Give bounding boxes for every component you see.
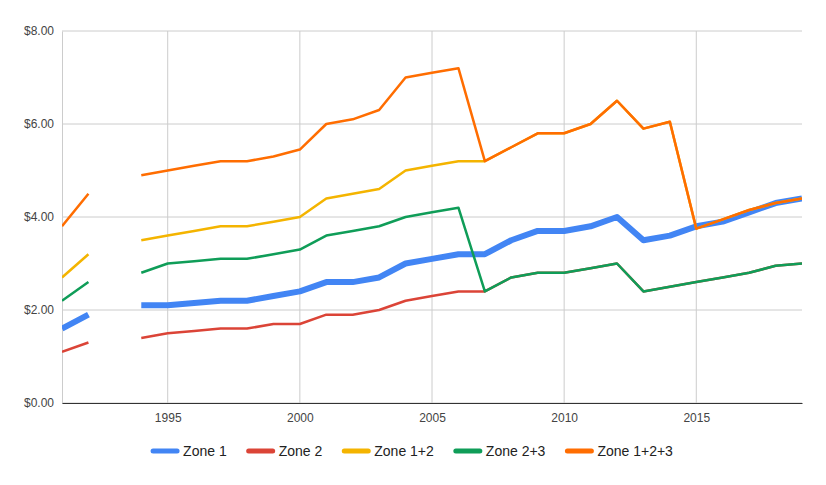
tick: 2010	[551, 403, 578, 425]
chart: $0.00 $2.00 $4.00 $6.00 $8.00 1995 2000 2005 201…	[0, 0, 826, 485]
series-line	[62, 264, 802, 352]
legend-swatch	[567, 449, 591, 454]
legend-label: Zone 1+2	[374, 443, 434, 459]
tick: $4.00	[24, 210, 62, 224]
tick-label: $8.00	[24, 24, 54, 38]
tick: 2015	[683, 403, 710, 425]
legend-swatch	[344, 449, 368, 454]
tick: 2000	[287, 403, 314, 425]
axis-line	[63, 403, 803, 404]
legend-item: Zone 1+2+3	[567, 443, 673, 459]
tick: 1995	[155, 403, 182, 425]
tick-label: $6.00	[24, 117, 54, 131]
legend-item: Zone 2+3	[456, 443, 546, 459]
legend-item: Zone 1+2	[344, 443, 434, 459]
legend-swatch	[249, 449, 273, 454]
legend-swatch	[153, 449, 177, 454]
series-line	[62, 198, 802, 328]
series-line	[62, 101, 802, 278]
legend-label: Zone 1	[183, 443, 227, 459]
tick-label: $2.00	[24, 303, 54, 317]
tick: $2.00	[24, 303, 62, 317]
legend-label: Zone 2	[279, 443, 323, 459]
legend-item: Zone 2	[249, 443, 323, 459]
series-line	[62, 208, 802, 301]
legend-label: Zone 1+2+3	[597, 443, 673, 459]
grid-line	[564, 31, 565, 403]
legend-item: Zone 1	[153, 443, 227, 459]
legend-swatch	[456, 449, 480, 454]
grid-line	[167, 31, 168, 403]
grid	[62, 31, 802, 403]
tick: $8.00	[24, 24, 62, 38]
tick-label: 2010	[551, 411, 578, 425]
tick-label: $4.00	[24, 210, 54, 224]
grid-line	[432, 31, 433, 403]
x-axis: 1995 2000 2005 2010 2015	[63, 403, 803, 425]
plot: $0.00 $2.00 $4.00 $6.00 $8.00 1995 2000 2005 201…	[24, 24, 803, 424]
tick: $0.00	[24, 396, 62, 410]
legend-label: Zone 2+3	[486, 443, 546, 459]
tick-label: 2005	[419, 411, 446, 425]
grid-line	[696, 31, 697, 403]
tick-label: 2000	[287, 411, 314, 425]
axis-line	[62, 32, 63, 404]
tick: $6.00	[24, 117, 62, 131]
tick-label: 1995	[155, 411, 182, 425]
tick-label: 2015	[683, 411, 710, 425]
y-axis: $0.00 $2.00 $4.00 $6.00 $8.00	[24, 24, 63, 410]
tick-label: $0.00	[24, 396, 54, 410]
series-lines	[62, 68, 802, 352]
tick: 2005	[419, 403, 446, 425]
legend: Zone 1 Zone 2 Zone 1+2 Zone 2+3 Zone 1+2+3	[153, 443, 673, 459]
series-line	[62, 68, 802, 228]
